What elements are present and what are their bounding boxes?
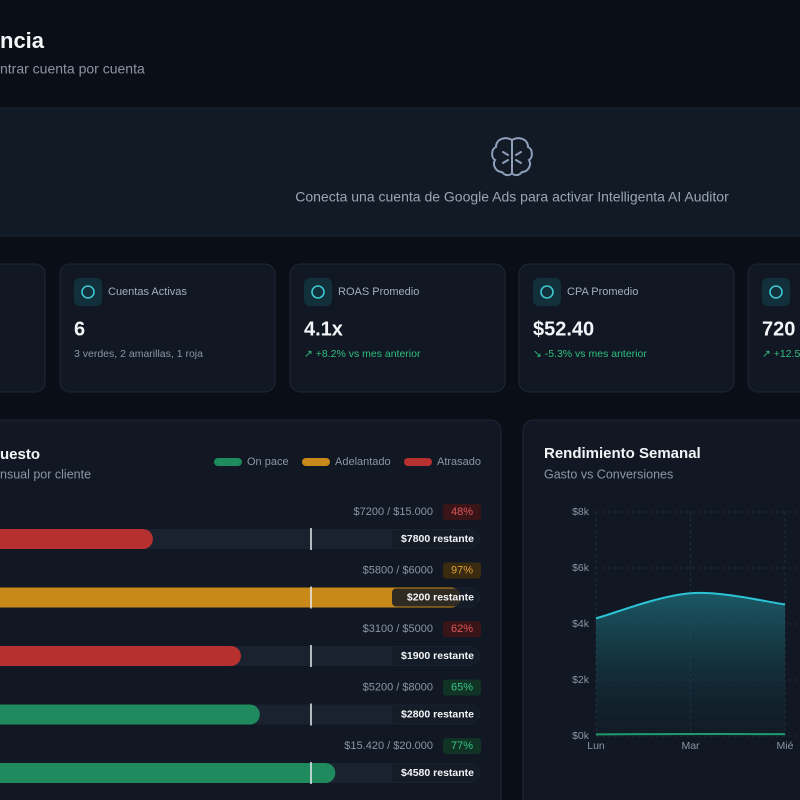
row-spent: $7200 / $15.000 <box>353 506 433 518</box>
bar <box>0 704 260 725</box>
kpi-label: Cuentas Activas <box>108 286 187 298</box>
row-badge <box>443 621 481 637</box>
bar <box>0 646 241 666</box>
kpi-detail: ↘ -5.3% vs mes anterior <box>533 348 647 360</box>
legend-swatch <box>404 458 432 466</box>
y-tick-label: $4k <box>572 618 590 630</box>
budget-subtitle: nsual por cliente <box>0 467 91 481</box>
row-percent: 48% <box>451 506 473 518</box>
row-badge <box>443 738 481 754</box>
row-percent: 97% <box>451 564 473 576</box>
area <box>596 592 785 736</box>
row-remaining: $7800 restante <box>401 533 474 545</box>
kpi-value: 4.1x <box>304 318 343 340</box>
row-remaining: $1900 restante <box>401 650 474 662</box>
kpi-card <box>289 263 506 393</box>
row-spent: $3100 / $5000 <box>363 623 433 635</box>
kpi-detail: ↗ +8.2% vs mes anterior <box>304 348 421 360</box>
kpi-card <box>0 263 46 393</box>
x-tick-label: Mar <box>681 740 700 752</box>
banner <box>0 107 800 237</box>
kpi-label: ROAS Promedio <box>338 286 419 298</box>
row-percent: 65% <box>451 681 473 693</box>
line <box>595 591 786 620</box>
legend-label: Adelantado <box>335 456 391 468</box>
kpi-value: $52.40 <box>533 318 594 340</box>
legend-label: On pace <box>247 456 289 468</box>
kpi-card <box>59 263 276 393</box>
bar <box>0 587 462 608</box>
row-badge <box>443 562 481 579</box>
kpi-value: 720 <box>762 318 795 340</box>
kpi-icon <box>533 278 561 306</box>
y-tick-label: $6k <box>572 562 590 574</box>
row-remaining: $2800 restante <box>401 708 474 720</box>
row-percent: 77% <box>451 740 473 752</box>
remaining-pill <box>392 530 478 548</box>
kpi-icon-glyph <box>769 285 783 299</box>
row-spent: $5800 / $6000 <box>363 564 433 576</box>
kpi-icon <box>762 278 790 306</box>
banner-message: Conecta una cuenta de Google Ads para ac… <box>295 189 729 205</box>
page-subtitle: ntrar cuenta por cuenta <box>0 61 145 77</box>
remaining-pill <box>392 588 478 607</box>
remaining-pill <box>392 647 478 665</box>
kpi-icon <box>74 278 102 306</box>
bar <box>0 529 153 549</box>
y-tick-label: $2k <box>572 674 590 686</box>
kpi-detail: ↗ +12.5 <box>762 348 800 360</box>
page-title: ncia <box>0 28 45 53</box>
row-badge <box>443 679 481 696</box>
row-spent: $5200 / $8000 <box>363 681 433 693</box>
row-remaining: $200 restante <box>407 591 474 603</box>
x-tick-label: Lun <box>587 740 605 752</box>
kpi-value: 6 <box>74 318 85 340</box>
legend-label: Atrasado <box>437 456 481 468</box>
y-tick-label: $8k <box>572 506 590 518</box>
row-remaining: $4580 restante <box>401 767 474 779</box>
kpi-icon-glyph <box>311 285 325 299</box>
chart-title: Rendimiento Semanal <box>544 445 701 462</box>
brain-icon <box>491 137 533 177</box>
x-tick-label: Mié <box>777 740 794 752</box>
row-badge <box>443 504 481 520</box>
legend-swatch <box>214 458 242 466</box>
remaining-pill <box>392 705 478 724</box>
kpi-card <box>518 263 735 393</box>
row-spent: $15.420 / $20.000 <box>344 740 433 752</box>
budget-title: uesto <box>0 446 40 463</box>
kpi-icon-glyph <box>81 285 95 299</box>
kpi-label: CPA Promedio <box>567 286 638 298</box>
bar <box>0 763 336 783</box>
y-tick-label: $0k <box>572 730 590 742</box>
legend-swatch <box>302 458 330 466</box>
chart-subtitle: Gasto vs Conversiones <box>544 467 673 481</box>
kpi-detail: 3 verdes, 2 amarillas, 1 roja <box>74 348 203 360</box>
row-percent: 62% <box>451 623 473 635</box>
kpi-icon <box>304 278 332 306</box>
remaining-pill <box>392 764 478 782</box>
kpi-icon-glyph <box>540 285 554 299</box>
